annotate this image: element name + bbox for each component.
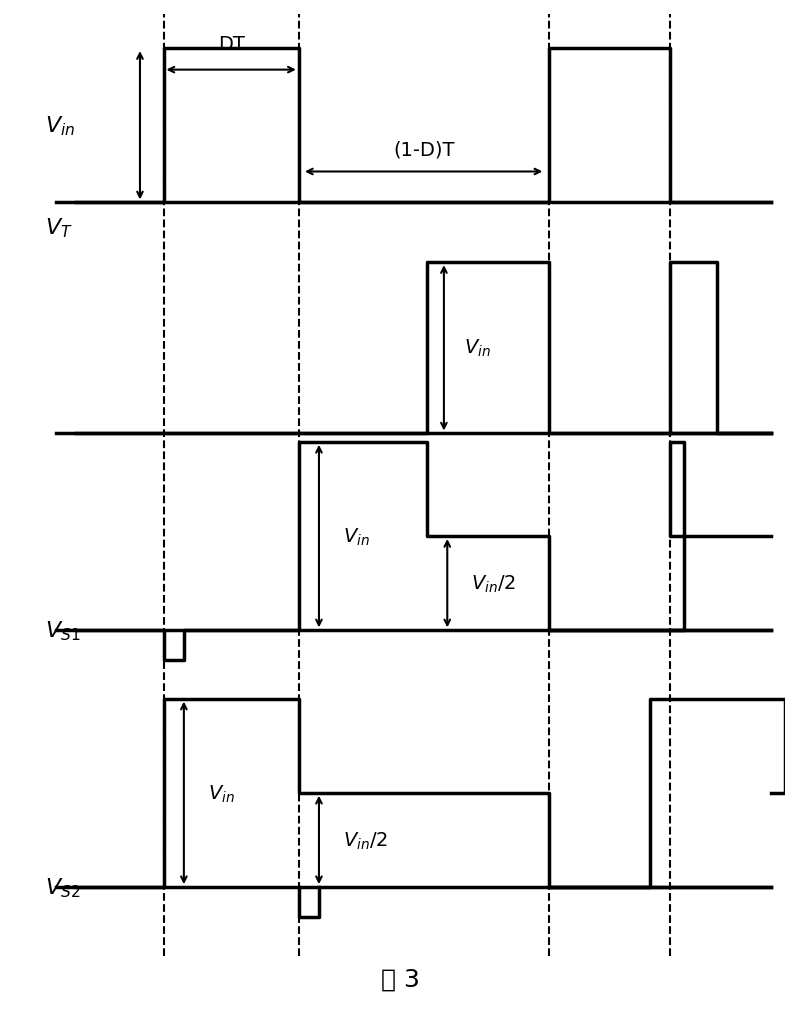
Text: $V_{in}$: $V_{in}$ — [464, 338, 491, 359]
Text: $V_{in}$: $V_{in}$ — [207, 783, 234, 804]
Text: $V_{in}$: $V_{in}$ — [46, 114, 76, 137]
Text: $V_{S2}$: $V_{S2}$ — [46, 876, 81, 899]
Text: (1-D)T: (1-D)T — [393, 141, 454, 160]
Text: $V_T$: $V_T$ — [46, 216, 73, 240]
Text: DT: DT — [218, 34, 245, 54]
Text: 图 3: 图 3 — [381, 967, 419, 991]
Text: $V_{S1}$: $V_{S1}$ — [46, 619, 81, 642]
Text: $V_{in}/2$: $V_{in}/2$ — [342, 829, 387, 851]
Text: $V_{in}/2$: $V_{in}/2$ — [471, 573, 515, 594]
Text: $V_{in}$: $V_{in}$ — [342, 526, 370, 547]
